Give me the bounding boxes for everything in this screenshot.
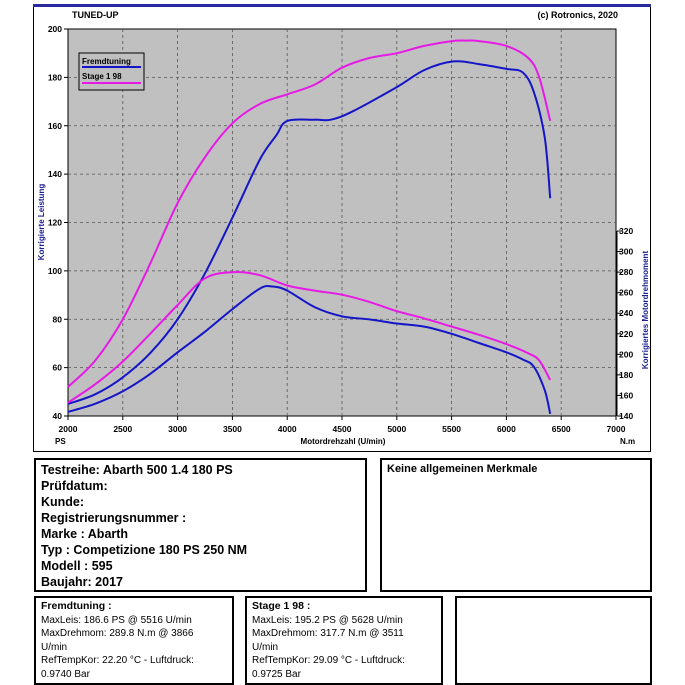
right-tick-label: 240 xyxy=(619,308,633,318)
run-title: Fremdtuning : xyxy=(41,600,112,612)
notes-box: Keine allgemeinen Merkmale xyxy=(380,458,652,592)
x-tick-label: 5000 xyxy=(387,424,406,434)
registration-number: Registrierungsnummer : xyxy=(41,511,187,525)
left-tick-label: 80 xyxy=(53,314,63,324)
left-tick-label: 140 xyxy=(48,169,62,179)
x-axis-ticks: 2000 2500 3000 3500 4000 4500 5000 5500 6000 6500… xyxy=(59,416,626,434)
right-tick-label: 180 xyxy=(619,370,633,380)
curves xyxy=(67,39,552,415)
y-axis-label-right: Korrigiertes Motordrehmoment xyxy=(641,251,650,370)
run-pressure: 0.9725 Bar xyxy=(252,668,301,680)
run-reftemp: RefTempKor: 22.20 °C - Luftdruck: xyxy=(41,655,194,666)
run-max-torque: MaxDrehmom: 289.8 N.m @ 3866 xyxy=(41,628,194,639)
power-curve-stage1 xyxy=(67,39,552,388)
legend: Fremdtuning Stage 1 98 xyxy=(78,52,145,91)
run-reftemp: RefTempKor: 29.09 °C - Luftdruck: xyxy=(252,655,405,666)
right-axis-ticks: 140 160 180 200 220 240 260 280 300 320 xyxy=(617,226,633,421)
model: Modell : 595 xyxy=(41,559,113,573)
left-tick-label: 180 xyxy=(48,72,62,82)
right-tick-label: 260 xyxy=(619,288,633,298)
right-tick-label: 300 xyxy=(619,247,633,257)
left-tick-label: 100 xyxy=(48,266,62,276)
chart-top-bar xyxy=(33,4,651,7)
power-curve-fremdtuning xyxy=(67,60,552,405)
run-torque-unit: U/min xyxy=(252,641,279,653)
run-summary-fremdtuning: Fremdtuning : MaxLeis: 186.6 PS @ 5516 U… xyxy=(34,596,234,685)
header-right: (c) Rotronics, 2020 xyxy=(537,10,618,20)
notes-text: Keine allgemeinen Merkmale xyxy=(387,463,538,475)
x-unit-label: N.m xyxy=(620,437,635,446)
x-tick-label: 2500 xyxy=(113,424,132,434)
dyno-chart: TUNED-UP (c) Rotronics, 2020 2000 2500 300… xyxy=(37,10,650,446)
legend-label-1: Fremdtuning xyxy=(82,57,131,66)
left-tick-label: 200 xyxy=(48,24,62,34)
customer: Kunde: xyxy=(41,495,85,509)
right-tick-label: 200 xyxy=(619,349,633,359)
run-max-torque: MaxDrehmom: 317.7 N.m @ 3511 xyxy=(252,628,404,639)
left-tick-label: 40 xyxy=(53,411,63,421)
right-tick-label: 140 xyxy=(619,411,633,421)
brand: Marke : Abarth xyxy=(41,527,129,541)
test-series: Testreihe: Abarth 500 1.4 180 PS xyxy=(41,463,233,477)
right-tick-label: 220 xyxy=(619,329,633,339)
year: Baujahr: 2017 xyxy=(41,575,123,589)
torque-curve-fremdtuning xyxy=(67,285,552,415)
run-max-power: MaxLeis: 195.2 PS @ 5628 U/min xyxy=(252,614,403,626)
empty-box xyxy=(455,596,652,685)
test-date: Prüfdatum: xyxy=(41,479,108,493)
right-tick-label: 320 xyxy=(619,226,633,236)
grid xyxy=(68,29,616,416)
x-tick-label: 5500 xyxy=(442,424,461,434)
x-tick-label: 6000 xyxy=(497,424,516,434)
left-tick-label: 160 xyxy=(48,121,62,131)
left-tick-label: 120 xyxy=(48,218,62,228)
left-unit-label: PS xyxy=(55,437,66,446)
vehicle-info-box: Testreihe: Abarth 500 1.4 180 PS Prüfdat… xyxy=(34,458,367,592)
run-torque-unit: U/min xyxy=(41,641,68,653)
right-tick-label: 160 xyxy=(619,390,633,400)
x-tick-label: 4000 xyxy=(278,424,297,434)
x-tick-label: 3500 xyxy=(223,424,242,434)
x-tick-label: 6500 xyxy=(552,424,571,434)
legend-label-2: Stage 1 98 xyxy=(82,72,122,81)
y-axis-label-left: Korrigierte Leistung xyxy=(37,184,46,261)
right-tick-label: 280 xyxy=(619,267,633,277)
torque-curve-stage1 xyxy=(67,270,552,404)
x-tick-label: 7000 xyxy=(607,424,626,434)
left-axis-ticks: 40 60 80 100 120 140 160 180 200 xyxy=(48,24,68,421)
x-tick-label: 3000 xyxy=(168,424,187,434)
type: Typ : Competizione 180 PS 250 NM xyxy=(41,543,248,557)
run-pressure: 0.9740 Bar xyxy=(41,668,90,680)
left-tick-label: 60 xyxy=(53,363,63,373)
header-left: TUNED-UP xyxy=(72,10,119,20)
run-max-power: MaxLeis: 186.6 PS @ 5516 U/min xyxy=(41,614,192,626)
run-title: Stage 1 98 : xyxy=(252,600,311,612)
x-axis-label: Motordrehzahl (U/min) xyxy=(301,437,386,446)
x-tick-label: 4500 xyxy=(333,424,352,434)
x-tick-label: 2000 xyxy=(59,424,78,434)
run-summary-stage1: Stage 1 98 : MaxLeis: 195.2 PS @ 5628 U/… xyxy=(245,596,443,685)
